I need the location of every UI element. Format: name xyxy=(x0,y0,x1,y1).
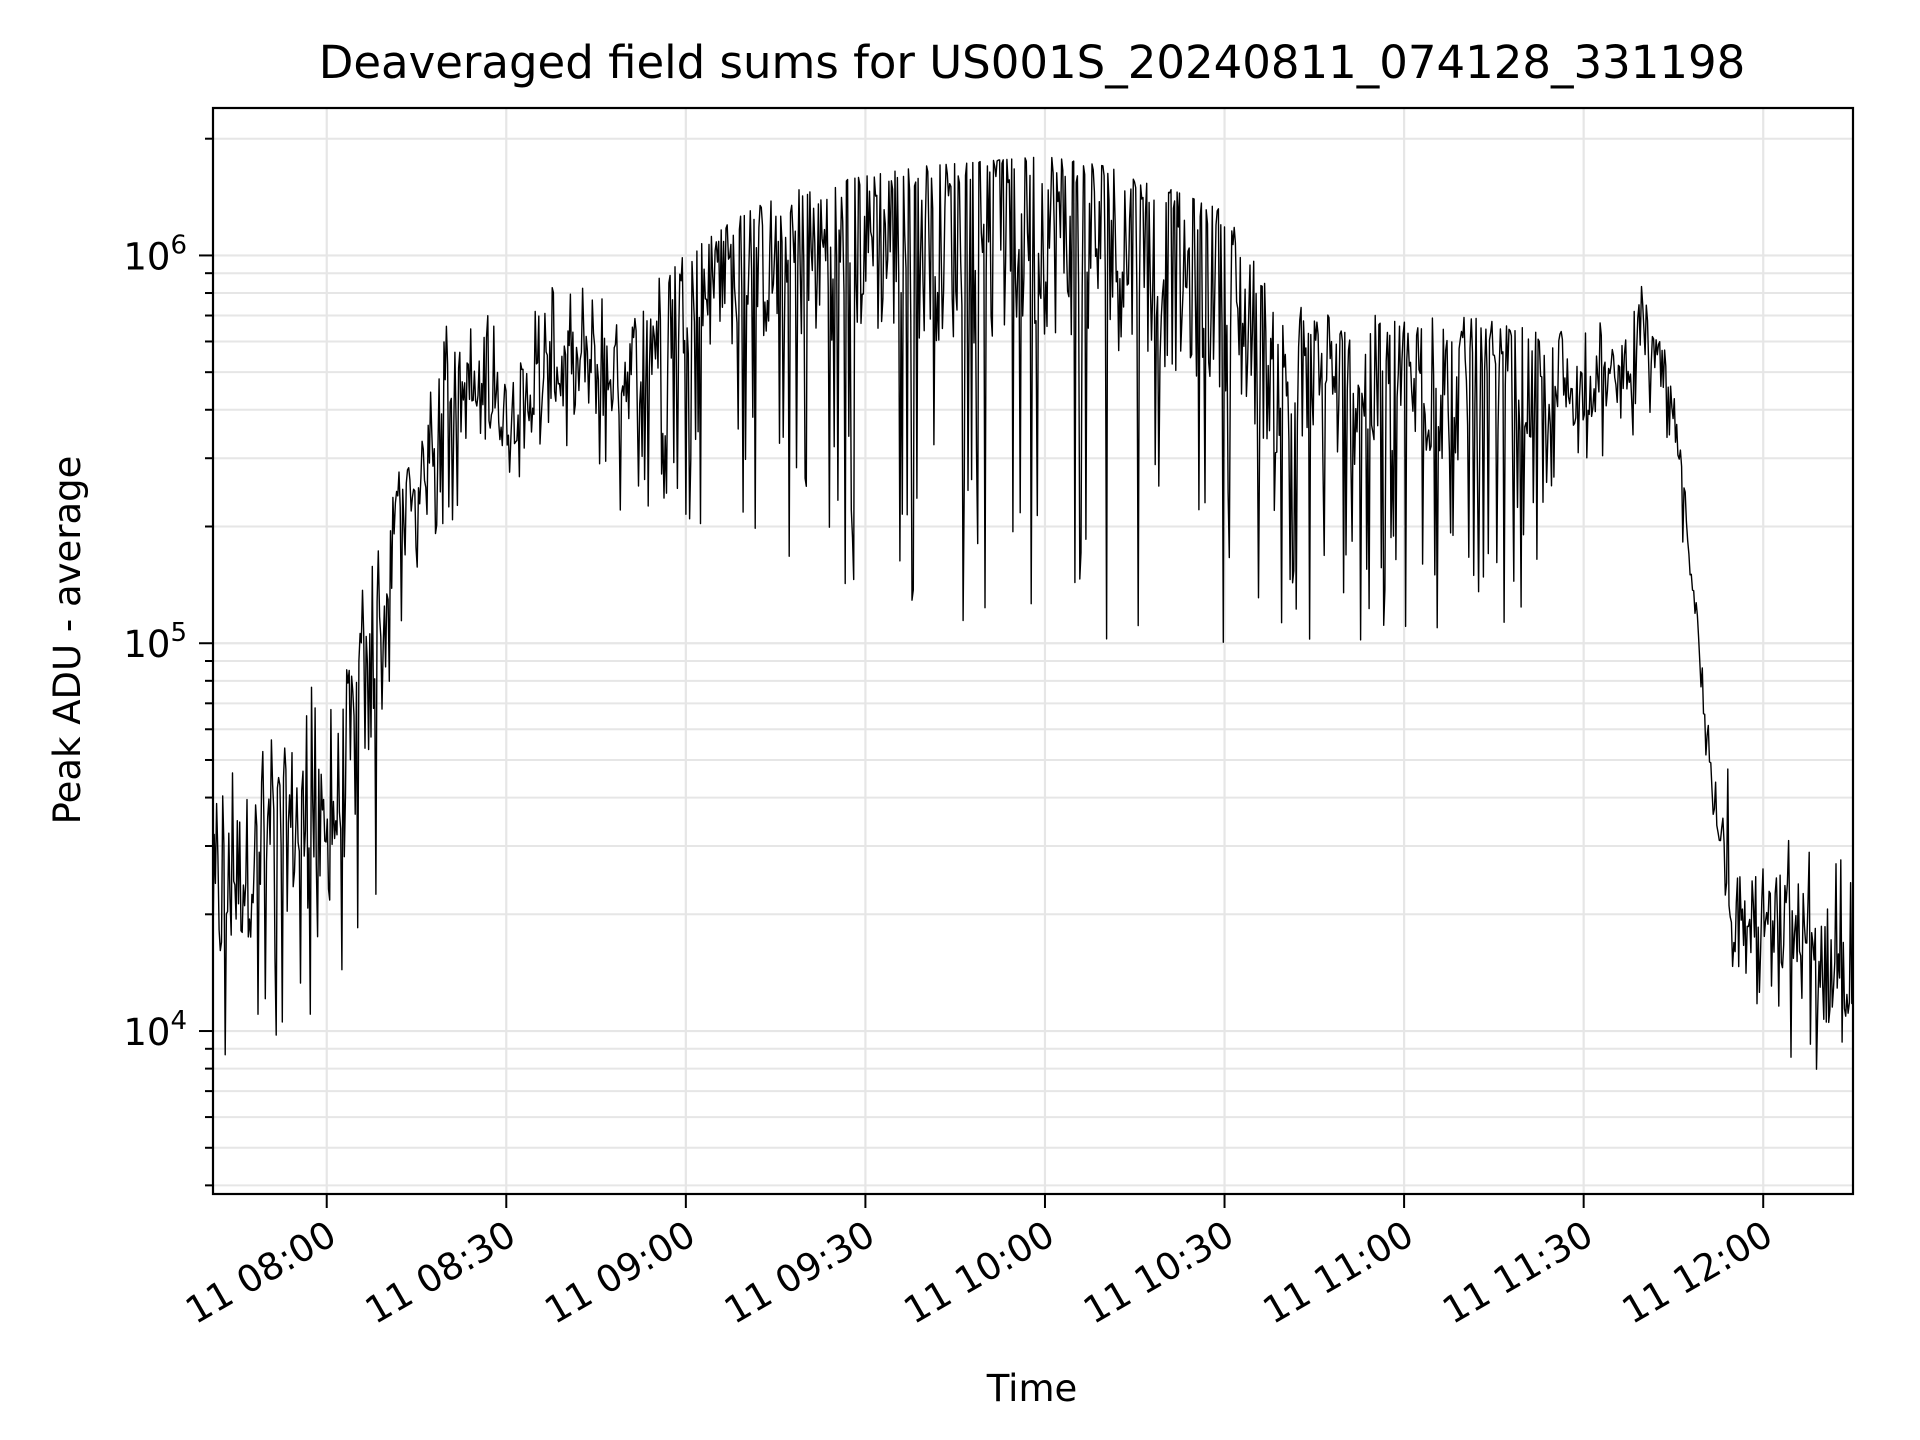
x-axis-label: Time xyxy=(986,1367,1078,1410)
y-axis-label: Peak ADU - average xyxy=(46,456,89,825)
series-line xyxy=(212,156,1854,1070)
y-tick-label: 105 xyxy=(123,618,187,666)
y-tick-label: 104 xyxy=(123,1006,187,1054)
y-tick-label: 106 xyxy=(123,230,187,278)
chart-title: Deaveraged field sums for US001S_2024081… xyxy=(319,36,1746,89)
series-layer xyxy=(212,156,1854,1070)
plot-frame xyxy=(211,106,1855,1196)
